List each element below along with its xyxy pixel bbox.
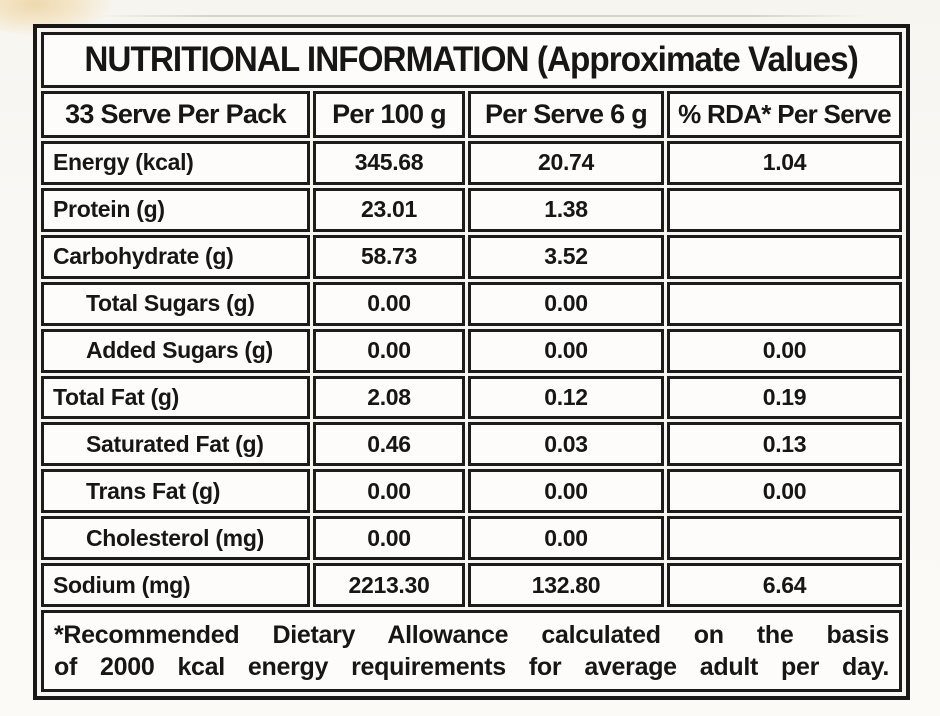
value-rda-9: 6.64 — [667, 563, 902, 607]
value-per-serve-1: 1.38 — [468, 187, 664, 232]
value-rda-3 — [667, 281, 902, 326]
value-per-100g-8: 0.00 — [313, 516, 465, 561]
value-rda-4: 0.00 — [667, 328, 902, 373]
value-per-serve-4: 0.00 — [468, 328, 664, 373]
column-header-serves-per-pack: 33 Serve Per Pack — [41, 91, 310, 138]
nutrient-label-8: Cholesterol (mg) — [41, 516, 310, 561]
nutrient-label-5: Total Fat (g) — [41, 375, 310, 420]
value-rda-5: 0.19 — [667, 375, 902, 420]
value-rda-7: 0.00 — [667, 469, 902, 514]
column-header-rda-per-serve: % RDA* Per Serve — [667, 91, 902, 138]
value-rda-2 — [667, 234, 902, 279]
value-rda-6: 0.13 — [667, 422, 902, 467]
table-title: NUTRITIONAL INFORMATION (Approximate Val… — [41, 32, 902, 88]
column-header-per-100g: Per 100 g — [313, 91, 465, 138]
value-rda-8 — [667, 516, 902, 561]
footnote-box: *Recommended Dietary Allowance calculate… — [41, 610, 902, 692]
nutrient-label-9: Sodium (mg) — [41, 563, 310, 607]
value-per-serve-6: 0.03 — [468, 422, 664, 467]
value-per-100g-0: 345.68 — [313, 141, 465, 185]
nutrient-label-0: Energy (kcal) — [41, 141, 310, 185]
value-per-serve-0: 20.74 — [468, 141, 664, 185]
value-rda-1 — [667, 187, 902, 232]
table-title-text: NUTRITIONAL INFORMATION (Approximate Val… — [84, 40, 859, 79]
value-per-100g-7: 0.00 — [313, 469, 465, 514]
footnote-line-1: *Recommended Dietary Allowance calculate… — [54, 620, 889, 649]
value-per-100g-4: 0.00 — [313, 328, 465, 373]
value-per-serve-3: 0.00 — [468, 281, 664, 326]
nutrition-table: NUTRITIONAL INFORMATION (Approximate Val… — [33, 24, 910, 700]
value-per-100g-3: 0.00 — [313, 281, 465, 326]
nutrient-label-4: Added Sugars (g) — [41, 328, 310, 373]
value-per-100g-2: 58.73 — [313, 234, 465, 279]
value-per-serve-8: 0.00 — [468, 516, 664, 561]
value-per-serve-2: 3.52 — [468, 234, 664, 279]
value-per-serve-9: 132.80 — [468, 563, 664, 607]
nutrient-label-1: Protein (g) — [41, 187, 310, 232]
nutrient-label-6: Saturated Fat (g) — [41, 422, 310, 467]
footnote-line-2: of 2000 kcal energy requirements for ave… — [54, 653, 889, 681]
nutrient-label-2: Carbohydrate (g) — [41, 234, 310, 279]
value-per-100g-5: 2.08 — [313, 375, 465, 420]
value-per-100g-9: 2213.30 — [313, 563, 465, 607]
value-per-100g-1: 23.01 — [313, 187, 465, 232]
value-per-serve-5: 0.12 — [468, 375, 664, 420]
value-per-serve-7: 0.00 — [468, 469, 664, 514]
value-per-100g-6: 0.46 — [313, 422, 465, 467]
nutrient-label-3: Total Sugars (g) — [41, 281, 310, 326]
nutrient-label-7: Trans Fat (g) — [41, 469, 310, 514]
column-header-per-serve: Per Serve 6 g — [468, 91, 664, 138]
value-rda-0: 1.04 — [667, 141, 902, 185]
packaging-edge-line — [96, 15, 866, 17]
